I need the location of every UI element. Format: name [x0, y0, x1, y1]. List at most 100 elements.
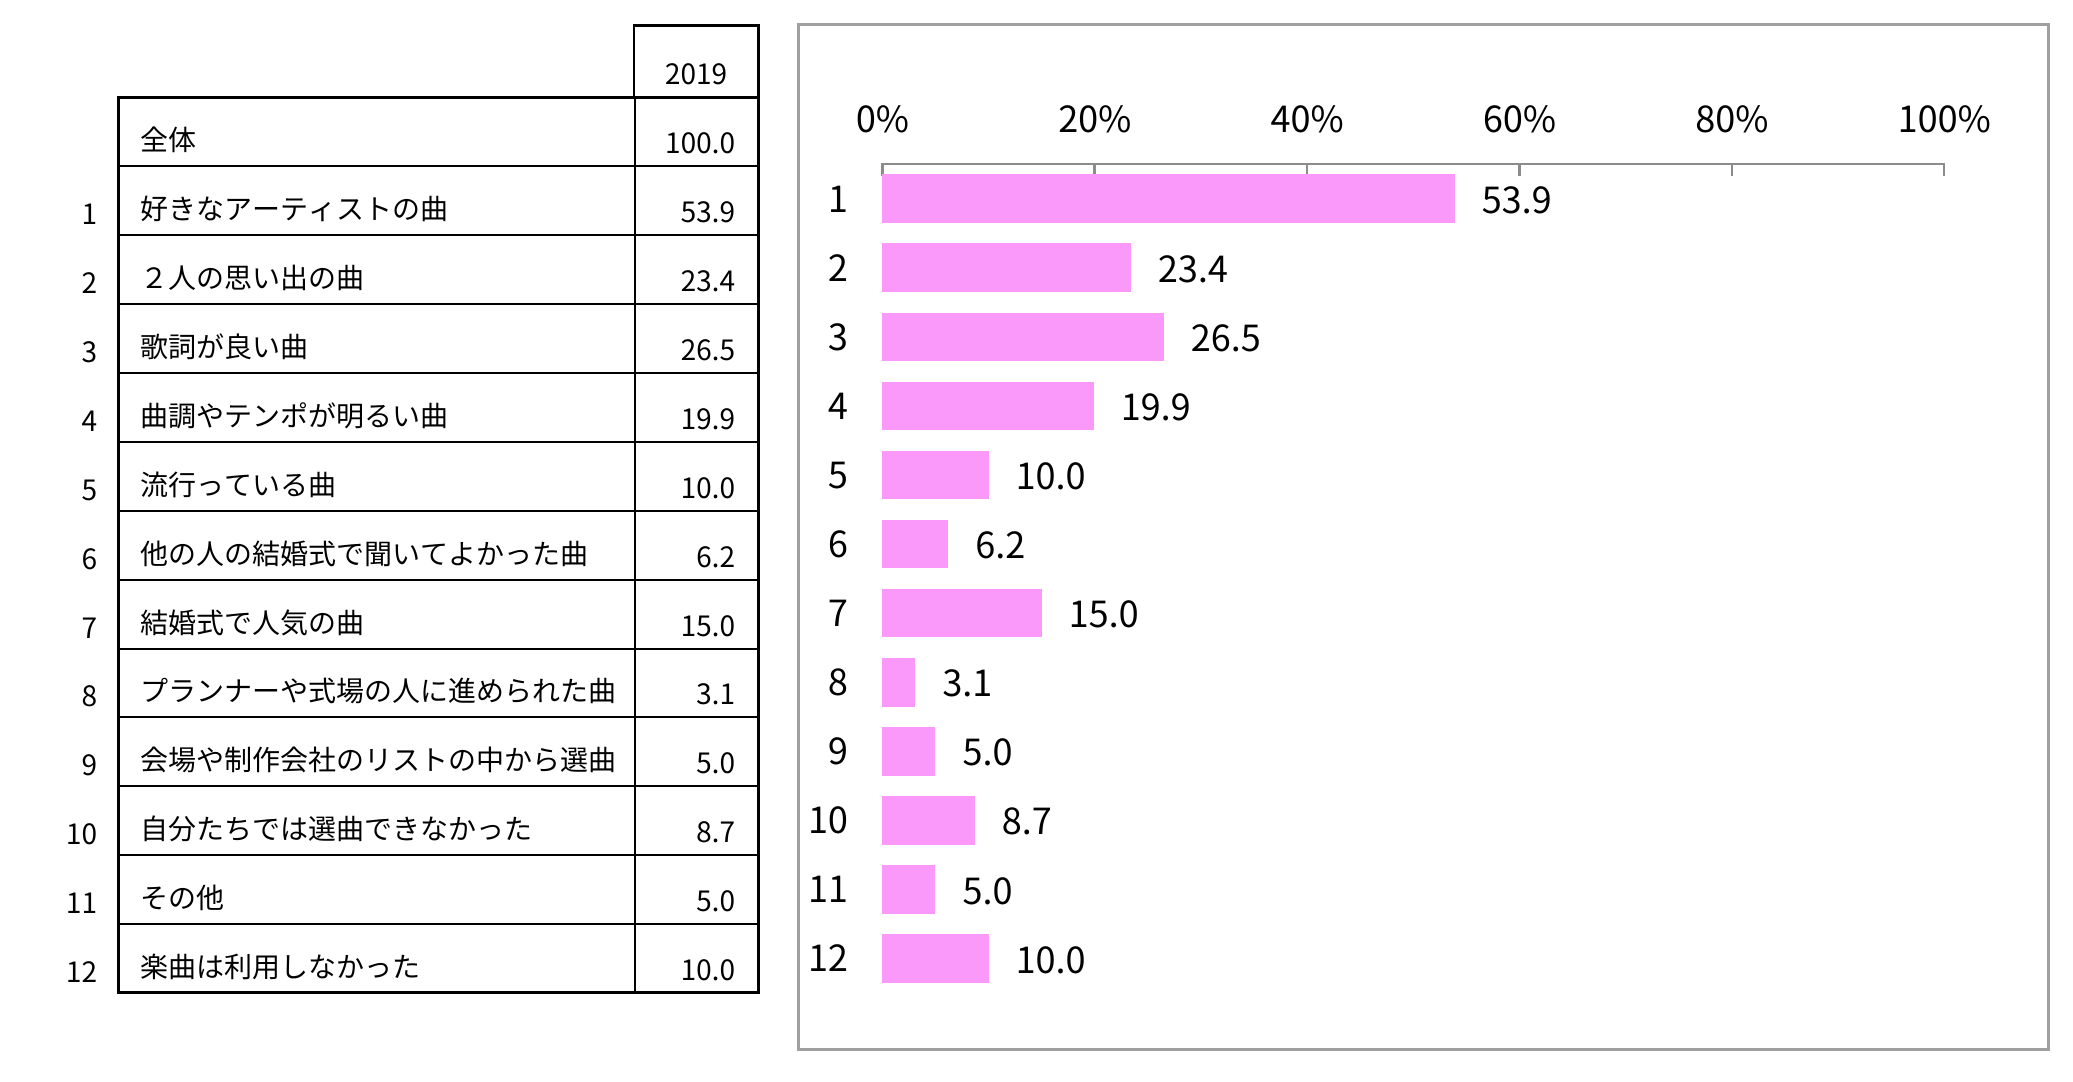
table-label-cell: 歌詞が良い曲: [120, 305, 636, 375]
table-label-cell: プランナーや式場の人に進められた曲: [120, 649, 636, 719]
table-rank-cell: 12: [65, 950, 97, 991]
category-label: 4: [827, 377, 848, 430]
table-label-cell: 会場や制作会社のリストの中から選曲: [120, 718, 636, 788]
category-label: 10: [807, 792, 848, 845]
table-value-cell: 26.5: [635, 305, 757, 375]
x-axis-tick: [1305, 162, 1309, 177]
bar: [882, 381, 1094, 431]
value-label: 26.5: [1190, 310, 1261, 363]
bar: [882, 174, 1455, 224]
category-label: 7: [827, 585, 848, 638]
table-label-cell: 好きなアーティストの曲: [120, 167, 636, 237]
x-axis-tick: [1942, 162, 1946, 177]
table-value-cell: 100.0: [635, 99, 757, 168]
category-label: 2: [827, 239, 848, 292]
table-rank-cell: 9: [81, 744, 97, 785]
table-year-header: 2019: [633, 24, 760, 96]
bar: [882, 657, 916, 707]
bar: [882, 864, 936, 914]
value-label: 15.0: [1068, 586, 1139, 639]
table-row: 11 その他 5.0: [20, 856, 757, 926]
category-label: 5: [827, 447, 848, 499]
bar: [882, 243, 1131, 293]
category-label: 3: [827, 308, 848, 361]
table-value-cell: 15.0: [635, 581, 757, 650]
table-row: 6 他の人の結婚式で聞いてよかった曲 6.2: [20, 511, 757, 581]
category-label: 11: [807, 861, 848, 914]
x-axis-tick-label: 80%: [1695, 91, 1769, 144]
table-rank-cell: 4: [81, 399, 97, 440]
table-value-cell: 10.0: [680, 948, 735, 989]
bar: [882, 588, 1042, 638]
table-row: 10 自分たちでは選曲できなかった 8.7: [20, 787, 757, 857]
table-row: 8 プランナーや式場の人に進められた曲 3.1: [20, 649, 757, 719]
table-value-cell: 10.0: [635, 443, 757, 512]
bar: [882, 726, 936, 776]
x-axis-tick: [1093, 162, 1097, 177]
category-label: 12: [807, 930, 848, 983]
table-row: 9 会場や制作会社のリストの中から選曲 5.0: [20, 718, 757, 788]
category-label: 1: [827, 170, 848, 223]
table-label-cell: 曲調やテンポが明るい曲: [120, 374, 636, 443]
value-label: 6.2: [975, 517, 1026, 570]
value-label: 23.4: [1157, 241, 1228, 294]
table-row: 全体 100.0: [20, 98, 757, 168]
x-axis-line: [881, 162, 1946, 166]
table-label-cell: ２人の思い出の曲: [120, 236, 636, 306]
x-axis-tick-label: 40%: [1270, 91, 1344, 144]
category-label: 6: [827, 516, 848, 569]
table-rank-cell: 11: [65, 882, 97, 923]
value-label: 10.0: [1015, 448, 1086, 501]
table-row: 2 ２人の思い出の曲 23.4: [20, 236, 757, 306]
table-row: 4 曲調やテンポが明るい曲 19.9: [20, 374, 757, 443]
table-rank-cell: 5: [81, 468, 97, 509]
table-body: 全体 100.0 1 好きなアーティストの曲 53.9 2 ２人の思い出の曲 2…: [20, 98, 757, 994]
bar: [882, 519, 949, 569]
x-axis-tick: [1518, 162, 1521, 177]
value-label: 53.9: [1481, 172, 1552, 224]
table-rank-cell: [20, 99, 120, 168]
table-value-cell: 5.0: [635, 718, 757, 788]
table-label-cell: 結婚式で人気の曲: [120, 580, 636, 650]
table-rank-cell: 7: [81, 606, 97, 647]
table-rank-cell: 6: [81, 537, 97, 578]
value-label: 3.1: [942, 655, 993, 708]
bar: [882, 450, 989, 500]
category-label: 9: [827, 723, 848, 776]
x-axis-tick-label: 0%: [855, 91, 909, 144]
table-value-cell: 53.9: [635, 167, 757, 237]
value-label: 5.0: [962, 862, 1013, 915]
x-axis-tick: [881, 162, 884, 177]
x-axis-tick-label: 100%: [1897, 91, 1991, 144]
value-label: 10.0: [1015, 931, 1086, 984]
x-axis-tick-label: 20%: [1058, 91, 1132, 144]
table-rank-cell: 3: [81, 331, 97, 372]
table-label-cell: 流行っている曲: [120, 442, 636, 512]
bar-chart: 0% 20% 40% 60% 80% 100% 1 53.9 2 23.4 3 26.5 4 19.9 5 1…: [797, 22, 2050, 1052]
table-value-cell: 23.4: [635, 236, 757, 306]
table-row: 7 結婚式で人気の曲 15.0: [20, 580, 757, 650]
x-axis-tick: [1730, 162, 1734, 177]
table-rank-cell: 8: [81, 675, 97, 716]
table-label-cell: 他の人の結婚式で聞いてよかった曲: [120, 511, 636, 581]
x-axis-tick-label: 60%: [1482, 91, 1557, 144]
value-label: 5.0: [962, 724, 1013, 777]
bar: [882, 933, 989, 983]
value-label: 19.9: [1120, 379, 1191, 432]
category-label: 8: [827, 654, 848, 707]
table-rank-cell: 1: [81, 193, 97, 234]
table-row: 5 流行っている曲 10.0: [20, 442, 757, 512]
table-rank-cell: 10: [65, 813, 97, 854]
bar: [882, 795, 975, 845]
table-label-cell: 楽曲は利用しなかった: [120, 925, 636, 994]
table-row: 3 歌詞が良い曲 26.5: [20, 305, 757, 375]
table-rank-cell: 2: [81, 262, 97, 303]
table-row: 1 好きなアーティストの曲 53.9: [20, 167, 757, 237]
table-value-cell: 19.9: [635, 374, 757, 443]
chart-plot-area: 0% 20% 40% 60% 80% 100% 1 53.9 2 23.4 3 26.5 4 19.9 5 1…: [797, 23, 2050, 1052]
table-row: 12 楽曲は利用しなかった 10.0: [20, 925, 757, 994]
table-label-cell: 自分たちでは選曲できなかった: [120, 787, 636, 857]
table-label-cell: 全体: [120, 98, 636, 168]
table-value-cell: 6.2: [635, 512, 757, 581]
